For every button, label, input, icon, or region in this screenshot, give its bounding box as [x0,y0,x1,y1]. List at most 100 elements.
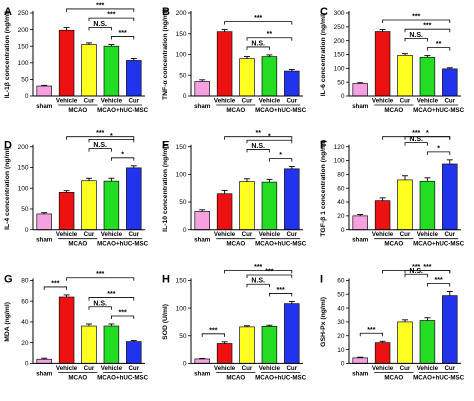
bar-vehicle [58,192,75,231]
category-label: Cur [128,231,139,238]
category-label: Cur [444,98,455,105]
category-label: sham [36,103,53,110]
y-axis-title: MDA (ng/ml) [4,302,11,342]
group-label: MCAO [384,374,403,381]
y-tick-label: 0 [183,93,187,100]
bracket-line [88,138,135,143]
significance-label: N.S. [93,142,107,149]
y-tick-label: 200 [18,144,29,151]
y-tick-label: 150 [176,144,187,151]
category-label: Vehicle [214,365,236,372]
bracket-line [224,269,293,274]
bar-vehicle [419,320,436,364]
bracket-line [246,46,270,50]
bar-vehicle [58,296,75,364]
bar-vehicle [419,180,436,231]
significance-bracket: N.S. [404,136,428,146]
panel-letter: F [320,140,327,152]
group-label: MCAO [68,107,87,114]
category-label: Vehicle [101,231,123,238]
category-label: Cur [242,98,253,105]
y-tick-label: 100 [18,185,29,192]
bracket-line [43,286,67,290]
y-tick-label: 150 [176,278,187,285]
y-tick-label: 50 [179,333,187,340]
group-label: MCAO+hUC-MSC [97,107,149,114]
bar-vehicle [103,45,120,97]
bar-cur [284,70,300,97]
bracket-line [268,293,293,297]
bracket-line [382,136,451,140]
significance-bracket: *** [359,327,384,337]
significance-label: *** [412,14,420,21]
bar-cur [284,303,300,364]
y-tick-label: 0 [341,93,345,100]
bracket-line [88,148,112,152]
bar-cur [126,341,142,364]
bracket-line [246,283,270,288]
y-tick-label: 40 [337,305,345,312]
y-tick-label: 40 [21,319,29,326]
significance-bracket: *** [66,130,135,140]
category-label: Cur [242,365,253,372]
bracket-line [359,332,384,337]
group-label: MCAO+hUC-MSC [413,107,465,114]
y-tick-label: 80 [21,278,29,285]
bar-sham [36,358,52,364]
y-tick-label: 300 [334,10,345,17]
significance-bracket: *** [382,264,451,274]
group-label: MCAO+hUC-MSC [97,241,149,248]
group-label: MCAO [226,374,245,381]
category-label: Cur [444,231,455,238]
panel-letter: G [4,273,13,285]
panel-a: A 0 50 100 150 200 250 IL-1β concentration (ng/… [4,2,149,114]
significance-label: ** [267,31,273,38]
bar-cur [81,180,97,231]
bracket-line [426,151,451,155]
y-tick-label: 40 [337,199,345,206]
y-tick-label: 50 [179,199,187,206]
category-label: Vehicle [259,231,281,238]
significance-label: ** [255,130,261,137]
category-label: Vehicle [372,98,394,105]
bar-cur [397,321,413,364]
y-axis-title: TGF-β 1 concentration (ng/ml) [320,140,327,237]
bar-sham [352,215,368,231]
group-label: MCAO [226,107,245,114]
significance-label: * [268,134,271,141]
significance-label: *** [265,269,273,276]
bracket-line [88,297,135,301]
category-label: Cur [128,365,139,372]
significance-label: * [437,145,440,152]
bar-cur [126,60,142,97]
category-label: Vehicle [259,365,281,372]
significance-bracket: *** [382,130,451,140]
y-axis-title: GSH-Px (ng/ml) [320,297,327,347]
significance-bracket: *** [426,277,451,287]
category-label: Vehicle [101,365,123,372]
bracket-line [382,19,451,24]
bracket-line [66,8,135,12]
significance-bracket: *** [268,287,293,297]
group-label: MCAO+hUC-MSC [413,241,465,248]
category-label: Cur [84,365,95,372]
bar-vehicle [216,343,233,364]
y-tick-label: 250 [18,10,29,17]
significance-label: *** [96,2,104,9]
panel-letter: B [162,6,170,18]
bracket-line [382,269,451,274]
bar-cur [126,167,142,231]
bar-vehicle [216,193,233,231]
significance-label: *** [209,327,217,334]
bar-cur [239,181,255,231]
significance-label: *** [277,287,285,294]
y-tick-label: 0 [183,361,187,368]
category-label: Vehicle [214,98,236,105]
y-tick-label: 0 [25,227,29,234]
y-axis-title: TNF-α concentration (ng/ml) [162,9,169,100]
significance-bracket: N.S. [246,278,270,288]
significance-bracket: *** [66,271,135,281]
bracket-line [224,21,293,25]
